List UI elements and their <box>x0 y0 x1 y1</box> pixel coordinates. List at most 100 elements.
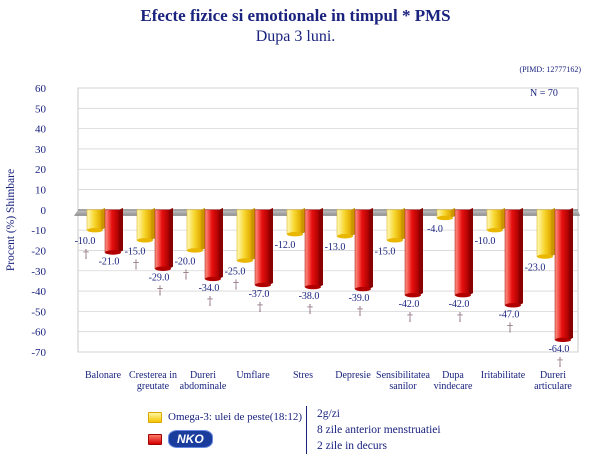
bar-s2-4 <box>304 209 320 288</box>
significance-marker-s1-1: † <box>133 257 139 271</box>
value-label-s2-7: -42.0 <box>449 299 470 310</box>
bar-cap-s1-7 <box>437 215 453 221</box>
value-label-s1-9: -23.0 <box>525 263 546 274</box>
bar-side-s1-2 <box>201 207 205 251</box>
category-label-7: Dupa <box>442 370 464 381</box>
y-tick-label: 60 <box>35 83 47 95</box>
bar-cap-s1-8 <box>487 227 503 233</box>
bar-s1-4 <box>286 209 302 235</box>
bar-s2-8 <box>504 209 520 306</box>
value-label-s1-1: -15.0 <box>125 246 146 257</box>
bar-side-s1-6 <box>401 207 405 241</box>
bar-s2-3 <box>254 209 270 286</box>
bar-s2-6 <box>404 209 420 296</box>
bar-cap-s2-1 <box>155 266 171 271</box>
value-label-s2-5: -39.0 <box>349 293 370 304</box>
value-label-s2-6: -42.0 <box>399 299 420 310</box>
bar-s1-6 <box>386 209 402 241</box>
significance-marker-s1-0: † <box>83 247 89 261</box>
category-label-2: abdominale <box>180 381 227 392</box>
y-tick-label: 10 <box>35 185 47 197</box>
legend-swatch-red <box>148 433 162 445</box>
bar-cap-s1-0 <box>87 227 103 233</box>
value-label-s1-8: -10.0 <box>475 236 496 247</box>
value-label-s1-6: -15.0 <box>375 246 396 257</box>
significance-marker-s2-2: † <box>207 294 213 308</box>
value-label-s2-9: -64.0 <box>549 344 570 355</box>
category-label-6: Sensibilitatea <box>376 370 430 381</box>
value-label-s2-2: -34.0 <box>199 283 220 294</box>
y-tick-label: 20 <box>35 164 47 176</box>
bar-side-s2-0 <box>119 207 123 253</box>
bar-side-s2-4 <box>319 207 323 288</box>
y-tick-label: -70 <box>31 347 46 359</box>
source-reference: (PIMD: 12777162) <box>519 65 581 74</box>
category-label-6: sanilor <box>389 381 417 392</box>
y-tick-label: 0 <box>41 205 47 217</box>
value-label-s1-4: -12.0 <box>275 240 296 251</box>
bar-cap-s1-1 <box>137 238 153 243</box>
bar-cap-s2-5 <box>355 286 371 292</box>
significance-marker-s2-7: † <box>457 310 463 324</box>
bar-s2-5 <box>354 209 370 290</box>
bar-side-s2-1 <box>169 207 173 269</box>
value-label-s1-7: -4.0 <box>427 224 443 235</box>
bar-cap-s2-4 <box>305 284 321 290</box>
y-tick-label: 30 <box>35 144 47 156</box>
dosage-notes: 2g/zi 8 zile anterior menstruatiei 2 zil… <box>306 406 441 454</box>
bar-side-s2-2 <box>219 207 223 279</box>
bar-side-s1-0 <box>101 207 105 231</box>
bar-cap-s1-5 <box>337 234 353 239</box>
bar-side-s1-9 <box>551 207 555 257</box>
bar-cap-s1-4 <box>287 232 303 237</box>
bar-cap-s2-0 <box>105 250 121 255</box>
legend-item-omega3: Omega-3: ulei de peste(18:12) <box>148 406 302 428</box>
value-label-s1-5: -13.0 <box>325 242 346 253</box>
value-label-s2-3: -37.0 <box>249 289 270 300</box>
bar-s1-5 <box>336 209 352 237</box>
legend: Omega-3: ulei de peste(18:12) NKO <box>148 406 302 450</box>
bar-side-s2-3 <box>269 207 273 285</box>
note-line-2: 8 zile anterior menstruatiei <box>317 424 441 436</box>
significance-marker-s2-1: † <box>157 284 163 298</box>
bar-cap-s2-7 <box>455 292 471 298</box>
bar-side-s2-6 <box>419 207 423 296</box>
bar-side-s2-5 <box>369 207 373 290</box>
sample-size-label: N = 70 <box>530 88 558 99</box>
bar-layer <box>86 207 573 343</box>
category-label-9: articulare <box>534 381 572 392</box>
significance-marker-s1-3: † <box>233 278 239 292</box>
category-label-1: greutate <box>137 381 170 392</box>
bar-side-s1-5 <box>351 207 355 237</box>
bar-cap-s2-6 <box>405 292 421 298</box>
bar-cap-s1-3 <box>237 258 253 263</box>
bar-s1-1 <box>136 209 152 241</box>
bar-side-s1-8 <box>501 207 505 231</box>
category-label-5: Depresie <box>335 370 371 381</box>
y-tick-label: -50 <box>31 306 46 318</box>
axis-layer: 60 50 40 30 20 10 0 -10 -20 -30 -40 -50 -60 -70 Procen… <box>5 83 572 392</box>
label-layer: -10.0† -15.0† -20.0† -25.0†-12.0 -13.0 -15.0-… <box>75 224 570 369</box>
bar-s1-9 <box>536 209 552 257</box>
category-label-1: Cresterea in <box>129 370 177 381</box>
bar-cap-s2-9 <box>555 337 571 343</box>
bar-side-s2-7 <box>469 207 473 296</box>
significance-marker-s2-5: † <box>357 304 363 318</box>
category-label-8: Iritabilitate <box>481 370 526 381</box>
bar-cap-s2-2 <box>205 276 221 282</box>
bar-s2-1 <box>154 209 170 269</box>
y-tick-label: 40 <box>35 124 47 136</box>
bar-side-s1-4 <box>301 207 305 235</box>
bar-side-s2-8 <box>519 207 523 306</box>
value-label-s2-1: -29.0 <box>149 273 170 284</box>
bar-cap-s1-9 <box>537 254 553 259</box>
y-tick-label: -30 <box>31 266 46 278</box>
y-tick-label: -40 <box>31 286 46 298</box>
bar-cap-s2-3 <box>255 282 271 288</box>
chart-title: Efecte fizice si emotionale in timpul * … <box>140 6 451 25</box>
value-label-s2-4: -38.0 <box>299 291 320 302</box>
significance-marker-s1-2: † <box>183 267 189 281</box>
category-label-3: Umflare <box>236 370 270 381</box>
bar-s1-2 <box>186 209 202 251</box>
